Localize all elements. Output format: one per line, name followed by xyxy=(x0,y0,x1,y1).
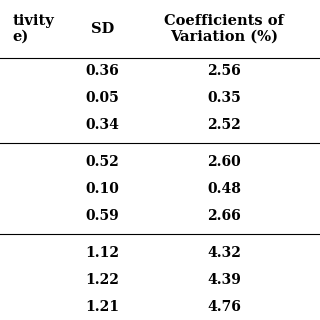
Text: 1.21: 1.21 xyxy=(85,300,119,314)
Text: 4.39: 4.39 xyxy=(207,273,241,287)
Text: 4.32: 4.32 xyxy=(207,246,241,260)
Text: tivity
e): tivity e) xyxy=(13,14,54,44)
Text: 0.35: 0.35 xyxy=(207,91,241,105)
Text: 0.48: 0.48 xyxy=(207,182,241,196)
Text: 2.66: 2.66 xyxy=(207,209,241,223)
Text: 0.34: 0.34 xyxy=(85,117,119,132)
Text: SD: SD xyxy=(91,22,114,36)
Text: 1.12: 1.12 xyxy=(85,246,119,260)
Text: 0.52: 0.52 xyxy=(85,155,119,169)
Text: Coefficients of
Variation (%): Coefficients of Variation (%) xyxy=(164,14,284,44)
Text: 4.76: 4.76 xyxy=(207,300,241,314)
Text: 1.22: 1.22 xyxy=(85,273,119,287)
Text: 0.10: 0.10 xyxy=(85,182,119,196)
Text: 0.59: 0.59 xyxy=(85,209,119,223)
Text: 2.60: 2.60 xyxy=(207,155,241,169)
Text: 0.36: 0.36 xyxy=(85,64,119,78)
Text: 2.52: 2.52 xyxy=(207,117,241,132)
Text: 0.05: 0.05 xyxy=(85,91,119,105)
Text: 2.56: 2.56 xyxy=(207,64,241,78)
